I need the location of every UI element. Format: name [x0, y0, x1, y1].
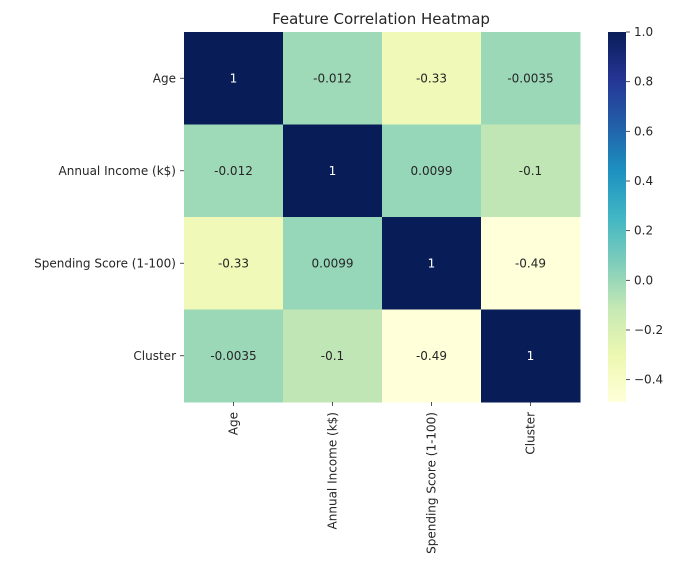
y-tick-label: Annual Income (k$) — [59, 164, 176, 178]
heatmap-cell — [382, 309, 482, 403]
heatmap-cell — [283, 309, 383, 403]
heatmap-cell — [481, 217, 581, 310]
y-tick-label: Age — [153, 71, 176, 85]
cell-value-label: -0.0035 — [507, 71, 553, 85]
heatmap-cell — [283, 32, 383, 125]
heatmap-cell — [481, 32, 581, 125]
cell-value-label: -0.33 — [218, 256, 249, 270]
heatmap-cell — [283, 124, 383, 218]
cell-value-label: 0.0099 — [411, 164, 453, 178]
cell-value-label: -0.1 — [321, 349, 344, 363]
cell-value-label: -0.012 — [313, 71, 352, 85]
x-tick-label: Cluster — [524, 412, 538, 455]
cell-value-label: -0.012 — [214, 164, 253, 178]
heatmap-cell — [184, 32, 284, 125]
y-tick-label: Spending Score (1-100) — [34, 256, 176, 270]
heatmap-annotations: 1 -0.012 -0.33 -0.0035 -0.012 1 0.0099 -0.1 -0.3… — [210, 71, 553, 363]
y-axis-ticks: Age Annual Income (k$) Spending Score (1-1… — [34, 71, 184, 363]
colorbar-tick-label: −0.2 — [634, 323, 663, 337]
colorbar-tick-label: −0.4 — [634, 373, 663, 387]
cell-value-label: -0.0035 — [210, 349, 256, 363]
colorbar-tick-label: 1.0 — [634, 25, 653, 39]
cell-value-label: -0.49 — [416, 349, 447, 363]
colorbar-tick-label: 0.4 — [634, 174, 653, 188]
colorbar-tick-label: 0.2 — [634, 224, 653, 238]
chart-title: Feature Correlation Heatmap — [272, 10, 490, 28]
x-axis-ticks: Age Annual Income (k$) Spending Score (1-1… — [227, 402, 538, 554]
heatmap-cell — [481, 124, 581, 218]
colorbar-tick-label: 0.6 — [634, 124, 653, 138]
heatmap-cell — [283, 217, 383, 310]
cell-value-label: 0.0099 — [312, 256, 354, 270]
colorbar-tick-label: 0.8 — [634, 75, 653, 89]
x-tick-label: Age — [227, 412, 241, 435]
heatmap-cell — [184, 124, 284, 218]
cell-value-label: 1 — [428, 256, 436, 270]
colorbar-tick-label: 0.0 — [634, 273, 653, 287]
heatmap-cell — [382, 124, 482, 218]
cell-value-label: 1 — [527, 349, 535, 363]
cell-value-label: -0.33 — [416, 71, 447, 85]
x-tick-label: Annual Income (k$) — [326, 412, 340, 529]
x-tick-label: Spending Score (1-100) — [425, 412, 439, 554]
heatmap-cells — [184, 32, 581, 403]
colorbar: 1.0 0.8 0.6 0.4 0.2 0.0 −0.2 −0.4 — [608, 25, 663, 402]
heatmap-cell — [481, 309, 581, 403]
cell-value-label: 1 — [230, 71, 238, 85]
cell-value-label: -0.1 — [519, 164, 542, 178]
colorbar-gradient — [608, 32, 626, 402]
cell-value-label: 1 — [329, 164, 337, 178]
cell-value-label: -0.49 — [515, 256, 546, 270]
heatmap-cell — [382, 217, 482, 310]
heatmap-cell — [184, 217, 284, 310]
y-tick-label: Cluster — [133, 349, 176, 363]
heatmap-cell — [184, 309, 284, 403]
heatmap-cell — [382, 32, 482, 125]
